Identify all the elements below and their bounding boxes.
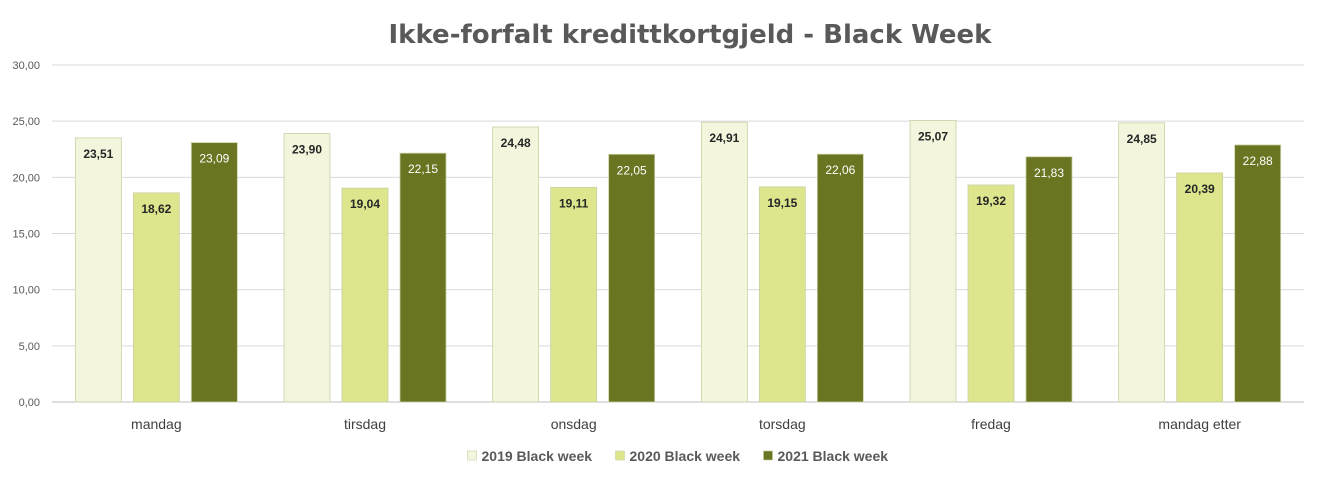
legend-swatch — [763, 450, 773, 461]
bar — [283, 133, 331, 403]
bar — [550, 186, 598, 403]
legend-label: 2021 Black week — [778, 448, 889, 464]
data-label: 24,91 — [709, 131, 739, 145]
x-tick-label: mandag — [131, 416, 182, 432]
y-tick-label: 25,00 — [12, 116, 40, 128]
x-tick-label: mandag etter — [1158, 416, 1241, 432]
bar — [909, 119, 957, 403]
data-label: 22,06 — [825, 163, 855, 177]
x-tick-label: tirsdag — [344, 416, 386, 432]
data-label: 24,48 — [501, 136, 531, 150]
bar — [967, 184, 1015, 403]
legend-label: 2019 Black week — [482, 448, 593, 464]
legend-label: 2020 Black week — [630, 448, 741, 464]
bar — [1118, 122, 1166, 403]
y-tick-label: 30,00 — [12, 60, 40, 72]
y-tick-label: 15,00 — [12, 229, 40, 241]
legend-swatch — [467, 450, 477, 461]
data-label: 20,39 — [1185, 182, 1215, 196]
bar — [1234, 144, 1282, 403]
y-tick-label: 5,00 — [19, 341, 40, 353]
data-label: 21,83 — [1034, 166, 1064, 180]
x-tick-label: torsdag — [759, 416, 806, 432]
data-label: 22,88 — [1243, 154, 1273, 168]
data-label: 19,32 — [976, 194, 1006, 208]
data-label: 22,15 — [408, 162, 438, 176]
y-tick-label: 0,00 — [19, 397, 40, 409]
bar — [74, 137, 122, 403]
y-tick-label: 10,00 — [12, 285, 40, 297]
data-label: 18,62 — [141, 202, 171, 216]
bar — [190, 142, 238, 403]
bar — [399, 152, 447, 403]
y-tick-label: 20,00 — [12, 172, 40, 184]
data-label: 19,04 — [350, 197, 380, 211]
x-tick-label: onsdag — [551, 416, 597, 432]
bar — [1176, 172, 1224, 403]
data-label: 24,85 — [1127, 132, 1157, 146]
data-label: 19,11 — [559, 196, 589, 210]
bar — [1025, 156, 1073, 403]
data-label: 23,90 — [292, 143, 322, 157]
bar — [341, 187, 389, 403]
x-tick-label: fredag — [971, 416, 1011, 432]
data-label: 25,07 — [918, 129, 948, 143]
bar — [132, 192, 180, 403]
data-label: 22,05 — [617, 163, 647, 177]
bar — [758, 186, 806, 403]
data-label: 23,51 — [83, 147, 113, 161]
data-label: 19,15 — [767, 196, 797, 210]
legend-swatch — [615, 450, 625, 461]
bar — [492, 126, 540, 403]
bar — [816, 153, 864, 403]
chart-title: Ikke-forfalt kredittkortgjeld - Black We… — [388, 20, 992, 50]
data-label: 23,09 — [199, 152, 229, 166]
bar — [608, 153, 656, 403]
bar — [700, 121, 748, 403]
